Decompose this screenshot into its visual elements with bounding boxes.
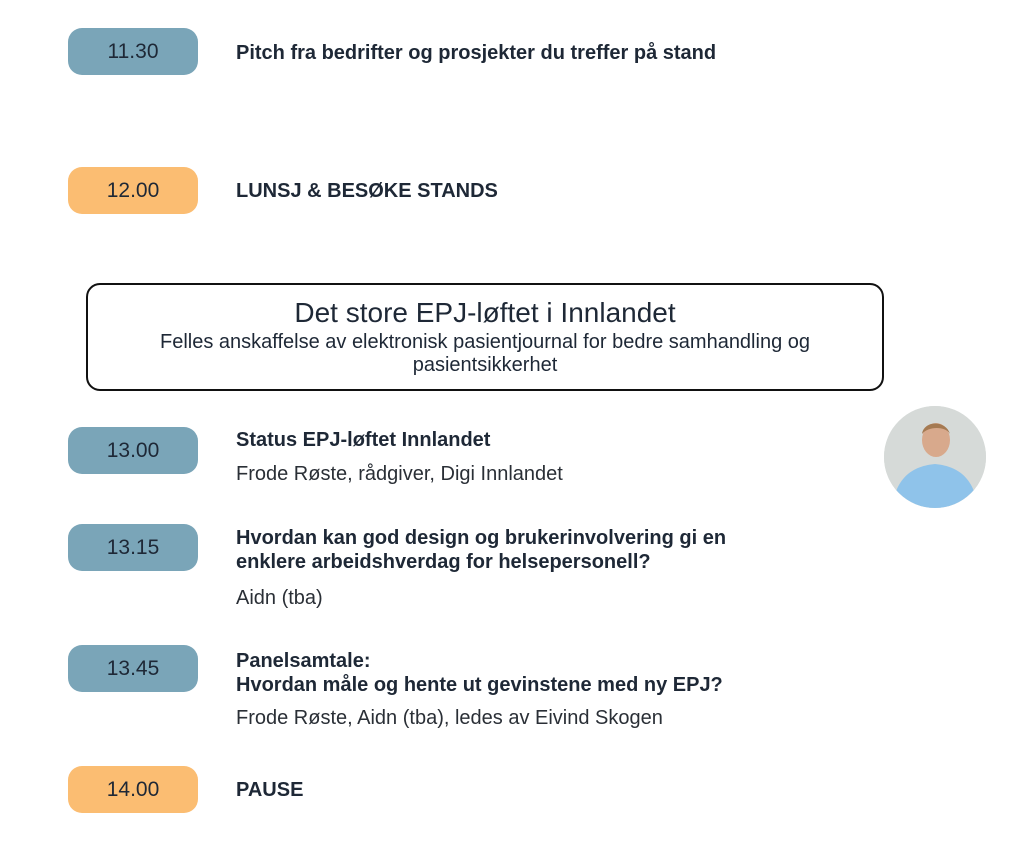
agenda-title-line1: Hvordan kan god design og brukerinvolver…: [236, 527, 727, 549]
time-badge: 13.00: [68, 427, 198, 474]
agenda-title-line2: Hvordan måle og hente ut gevinstene med …: [236, 674, 723, 696]
time-badge: 13.45: [68, 645, 198, 692]
speakers: Frode Røste, Aidn (tba), ledes av Eivind…: [236, 707, 663, 729]
speakers: Aidn (tba): [236, 587, 323, 609]
agenda-title: Pitch fra bedrifter og prosjekter du tre…: [236, 42, 717, 64]
agenda-title: PAUSE: [236, 779, 304, 801]
time-badge: 12.00: [68, 167, 198, 214]
agenda-title: LUNSJ & BESØKE STANDS: [236, 180, 498, 202]
section-subtitle: Felles anskaffelse av elektronisk pasien…: [159, 331, 810, 376]
time-badge: 11.30: [68, 28, 198, 75]
agenda-title: Status EPJ-løftet Innlandet: [236, 429, 491, 451]
speakers: Frode Røste, rådgiver, Digi Innlandet: [236, 463, 563, 485]
speaker-photo: [884, 406, 986, 508]
section-title: Det store EPJ-løftet i Innlandet: [294, 297, 676, 328]
section-header: Det store EPJ-løftet i Innlandet Felles …: [86, 283, 884, 391]
person-photo-icon: [884, 406, 986, 508]
time-badge: 13.15: [68, 524, 198, 571]
agenda-title-line1: Panelsamtale:: [236, 650, 371, 672]
time-badge: 14.00: [68, 766, 198, 813]
agenda-title-line2: enklere arbeidshverdag for helsepersonel…: [236, 551, 651, 573]
